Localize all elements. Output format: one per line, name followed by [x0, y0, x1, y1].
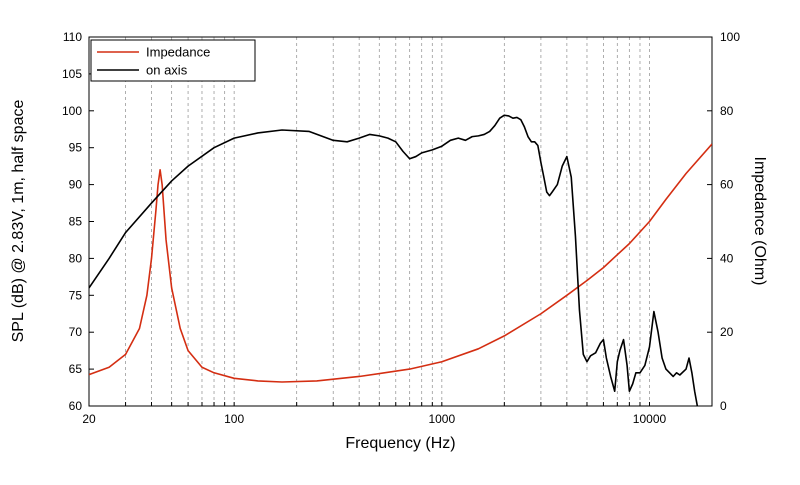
- y-tick-label: 90: [69, 178, 83, 192]
- y-tick-label: 70: [69, 325, 83, 339]
- series-line-on-axis: [89, 114, 699, 406]
- y-tick-label: 85: [69, 215, 83, 229]
- x-tick-label: 100: [224, 412, 244, 426]
- y2-tick-label: 60: [720, 178, 734, 192]
- y-tick-label: 100: [62, 104, 82, 118]
- y-tick-label: 110: [63, 30, 82, 44]
- legend-label-on-axis: on axis: [146, 63, 188, 78]
- y-tick-label: 95: [69, 141, 83, 155]
- y-tick-label: 105: [62, 67, 82, 81]
- x-tick-label: 20: [82, 412, 96, 426]
- legend-label-impedance: Impedance: [146, 45, 210, 60]
- y2-tick-label: 100: [720, 30, 740, 44]
- y2-tick-label: 40: [720, 251, 734, 265]
- y-tick-label: 80: [69, 251, 83, 265]
- y2-tick-label: 0: [720, 399, 727, 413]
- x-axis-title: Frequency (Hz): [345, 435, 455, 452]
- y-tick-label: 75: [69, 288, 83, 302]
- series-line-impedance: [89, 143, 712, 383]
- y-axis-title: SPL (dB) @ 2.83V, 1m, half space: [10, 100, 27, 343]
- y-tick-label: 60: [69, 399, 83, 413]
- x-tick-label: 10000: [633, 412, 667, 426]
- y-tick-label: 65: [69, 362, 83, 376]
- legend-box: [90, 39, 256, 82]
- plot-area: [88, 36, 713, 407]
- x-tick-label: 1000: [428, 412, 455, 426]
- y2-tick-label: 20: [720, 325, 734, 339]
- y2-tick-label: 80: [720, 104, 734, 118]
- y2-axis-title: Impedance (Ohm): [751, 157, 768, 286]
- legend: Impedance on axis: [90, 39, 256, 82]
